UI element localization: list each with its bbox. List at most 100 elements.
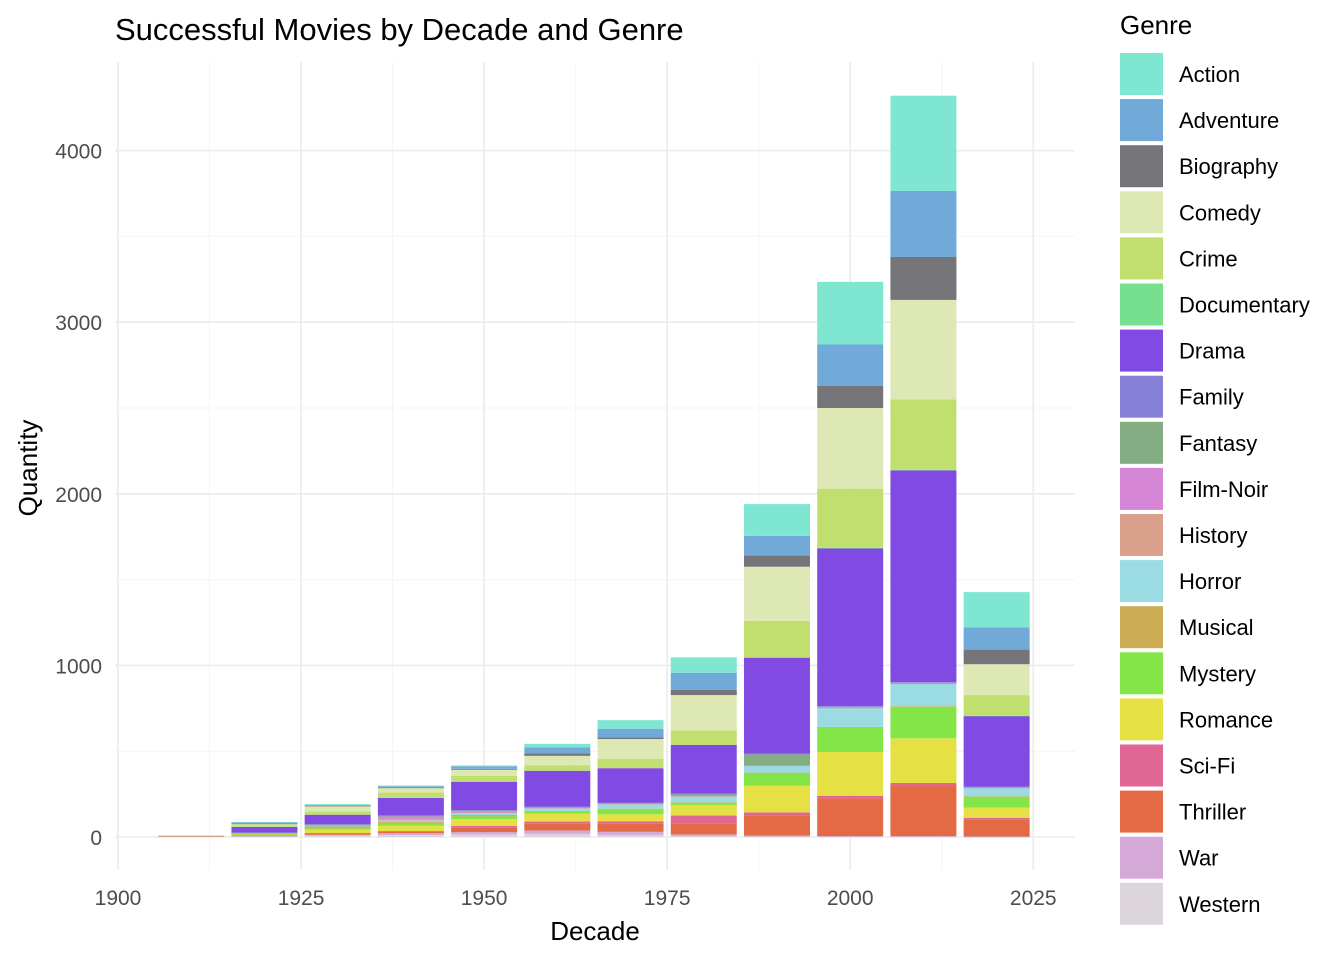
bar-1940-fantasy (377, 815, 444, 817)
bar-1930-war (304, 834, 371, 836)
legend-label-documentary: Documentary (1179, 293, 1310, 318)
legend-key-history (1120, 514, 1163, 556)
bar-2020-drama (963, 716, 1030, 787)
bar-1950-history (451, 812, 518, 814)
bar-2010-romance (890, 738, 957, 783)
bar-1990-family (743, 753, 810, 755)
bar-1980-sci-fi (670, 815, 737, 824)
bar-2020-war (963, 836, 1030, 838)
bar-2000-action (817, 281, 884, 345)
bar-1990-mystery (743, 772, 810, 786)
bar-2020-action (963, 592, 1030, 628)
bar-1940-musical (377, 822, 444, 824)
bar-2020-family (963, 786, 1030, 788)
bar-1930-mystery (304, 828, 371, 830)
bar-1970-war (597, 831, 664, 835)
bar-1960-war (524, 830, 591, 834)
legend-key-crime (1120, 237, 1163, 280)
bar-2000-fantasy (817, 706, 884, 708)
bar-2000-musical (817, 726, 884, 728)
bar-1990-sci-fi (743, 812, 810, 816)
bar-1960-horror (524, 808, 591, 811)
legend-items: Action Adventure Biography Comedy Crime Docum… (1120, 53, 1310, 925)
bar-2020-mystery (963, 796, 1030, 808)
bar-1960-film-noir (524, 807, 591, 809)
bar-1940-film-noir (377, 816, 444, 820)
bar-1990-musical (743, 772, 810, 774)
bar-1950-film-noir (451, 811, 518, 813)
bar-1980-western (670, 836, 737, 837)
legend-key-sci-fi (1120, 744, 1163, 787)
bar-2010-sci-fi (890, 782, 957, 786)
bar-2000-documentary (817, 547, 884, 549)
bar-1970-fantasy (597, 803, 664, 804)
bar-1980-thriller (670, 823, 737, 835)
bar-2010-biography (890, 256, 957, 300)
x-tick-label: 2000 (827, 887, 874, 910)
y-axis-title: Quantity (13, 420, 43, 517)
bar-2010-action (890, 95, 957, 191)
legend-key-war (1120, 836, 1163, 879)
bar-1980-romance (670, 805, 737, 816)
legend-label-history: History (1179, 523, 1247, 548)
bar-1940-mystery (377, 823, 444, 826)
bar-2010-adventure (890, 190, 957, 257)
bar-1970-musical (597, 808, 664, 810)
bar-2000-history (817, 707, 884, 709)
bar-1970-crime (597, 758, 664, 769)
bar-1930-musical (304, 826, 371, 829)
bar-1960-musical (524, 810, 591, 812)
bar-1970-romance (597, 814, 664, 822)
bar-1940-history (377, 819, 444, 821)
bar-2010-fantasy (890, 682, 957, 684)
bar-2000-comedy (817, 408, 884, 489)
y-tick-label: 3000 (55, 312, 102, 335)
bar-1990-thriller (743, 815, 810, 836)
legend-key-action (1120, 53, 1163, 95)
y-tick-label: 1000 (55, 655, 102, 678)
bar-1950-war (451, 832, 518, 835)
legend-label-action: Action (1179, 62, 1240, 87)
bar-1930-drama (304, 814, 371, 825)
bar-1920-biography (231, 823, 298, 825)
legend-label-musical: Musical (1179, 615, 1254, 640)
bar-1960-sci-fi (524, 821, 591, 824)
bar-1920-family (231, 832, 298, 833)
bar-1970-biography (597, 737, 664, 740)
bar-1930-family (304, 824, 371, 825)
bar-1950-mystery (451, 816, 518, 819)
bar-1990-crime (743, 620, 810, 658)
bar-1930-western (304, 835, 371, 837)
legend-key-western (1120, 882, 1163, 925)
bar-2020-sci-fi (963, 817, 1030, 820)
legend-label-thriller: Thriller (1179, 800, 1246, 825)
bar-1930-biography (304, 805, 371, 807)
bar-1920-war (231, 835, 298, 837)
bar-1960-mystery (524, 811, 591, 814)
legend-key-documentary (1120, 283, 1163, 326)
bar-1980-fantasy (670, 794, 737, 796)
bar-1950-sci-fi (451, 825, 518, 828)
bar-1950-musical (451, 815, 518, 817)
bar-1960-fantasy (524, 806, 591, 808)
legend-title: Genre (1120, 10, 1192, 40)
bars (158, 95, 1030, 838)
bar-1970-drama (597, 768, 664, 803)
bar-1950-action (451, 765, 518, 767)
bar-2020-thriller (963, 819, 1030, 837)
legend-label-mystery: Mystery (1179, 661, 1256, 686)
x-tick-label: 2025 (1010, 887, 1057, 910)
bar-2000-war (817, 836, 884, 837)
bar-1920-comedy (231, 823, 298, 826)
y-tick-label: 0 (90, 827, 102, 850)
legend-key-family (1120, 375, 1163, 418)
bar-1950-drama (451, 781, 518, 811)
legend-key-romance (1120, 698, 1163, 741)
bar-1950-horror (451, 812, 518, 816)
bar-1940-family (377, 815, 444, 816)
bar-1940-comedy (377, 788, 444, 793)
legend-label-family: Family (1179, 385, 1244, 410)
bar-2010-musical (890, 706, 957, 707)
bar-2000-adventure (817, 344, 884, 386)
bar-1920-drama (231, 826, 298, 833)
